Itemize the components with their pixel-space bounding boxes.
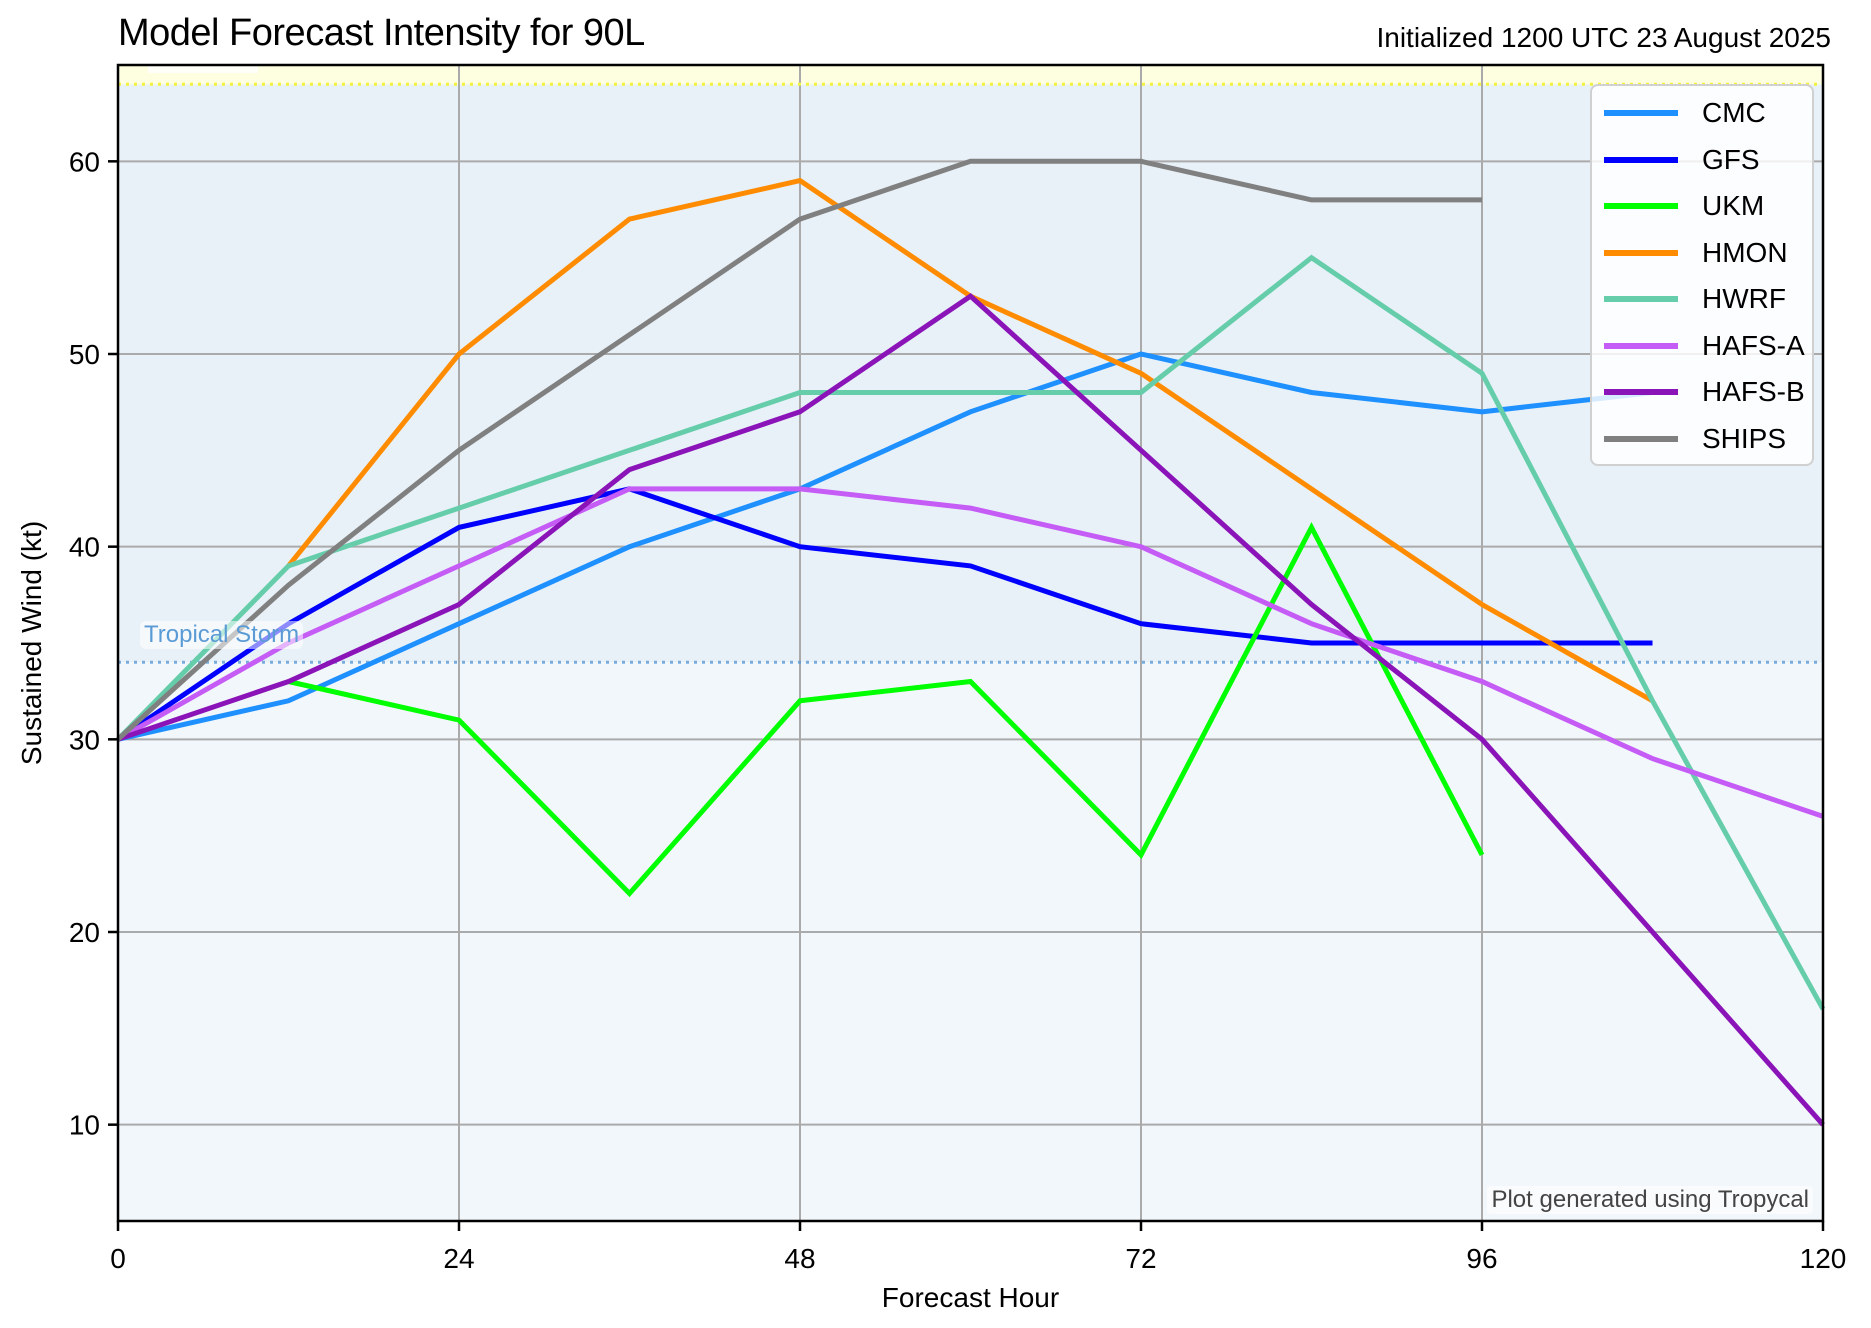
y-tick-label: 50 [69, 339, 100, 370]
chart-title: Model Forecast Intensity for 90L [118, 12, 645, 55]
x-tick-label: 72 [1125, 1243, 1156, 1274]
legend-item-gfs: GFS [1604, 145, 1760, 175]
legend-item-hafs-b: HAFS-B [1604, 377, 1805, 407]
y-tick-label: 60 [69, 146, 100, 177]
legend-swatch [1604, 343, 1678, 349]
hurricane-fill [118, 65, 1823, 84]
legend: CMC GFS UKM HMON HWRF HAFS-A HAFS-B SHIPS [1590, 84, 1814, 466]
legend-swatch [1604, 250, 1678, 256]
legend-label: UKM [1702, 190, 1764, 222]
legend-swatch [1604, 110, 1678, 116]
y-tick-label: 40 [69, 532, 100, 563]
legend-label: HAFS-A [1702, 330, 1805, 362]
legend-label: HAFS-B [1702, 376, 1805, 408]
y-tick-label: 30 [69, 724, 100, 755]
x-tick-label: 48 [784, 1243, 815, 1274]
y-tick-label: 20 [69, 917, 100, 948]
y-axis-label: Sustained Wind (kt) [16, 521, 48, 765]
legend-swatch [1604, 157, 1678, 163]
legend-label: HMON [1702, 237, 1788, 269]
legend-swatch [1604, 203, 1678, 209]
legend-item-ships: SHIPS [1604, 424, 1786, 454]
legend-swatch [1604, 436, 1678, 442]
legend-item-hafs-a: HAFS-A [1604, 331, 1805, 361]
legend-label: SHIPS [1702, 423, 1786, 455]
legend-label: GFS [1702, 144, 1760, 176]
x-tick-label: 24 [443, 1243, 474, 1274]
chart-subtitle: Initialized 1200 UTC 23 August 2025 [1376, 22, 1831, 54]
legend-swatch [1604, 296, 1678, 302]
legend-item-ukm: UKM [1604, 191, 1764, 221]
x-axis-label-wrap: Forecast Hour [0, 1282, 1871, 1314]
legend-item-hwrf: HWRF [1604, 284, 1786, 314]
y-tick-label: 10 [69, 1110, 100, 1141]
x-axis-label: Forecast Hour [882, 1282, 1059, 1314]
x-tick-label: 96 [1466, 1243, 1497, 1274]
tropical-storm-label: Tropical Storm [140, 621, 303, 649]
credit-text: Plot generated using Tropycal [1487, 1186, 1813, 1214]
legend-item-hmon: HMON [1604, 238, 1788, 268]
below-tropical-storm-fill [118, 662, 1823, 1221]
legend-swatch [1604, 389, 1678, 395]
legend-label: CMC [1702, 97, 1766, 129]
x-tick-label: 0 [110, 1243, 126, 1274]
legend-label: HWRF [1702, 283, 1786, 315]
legend-item-cmc: CMC [1604, 98, 1766, 128]
x-tick-label: 120 [1800, 1243, 1847, 1274]
